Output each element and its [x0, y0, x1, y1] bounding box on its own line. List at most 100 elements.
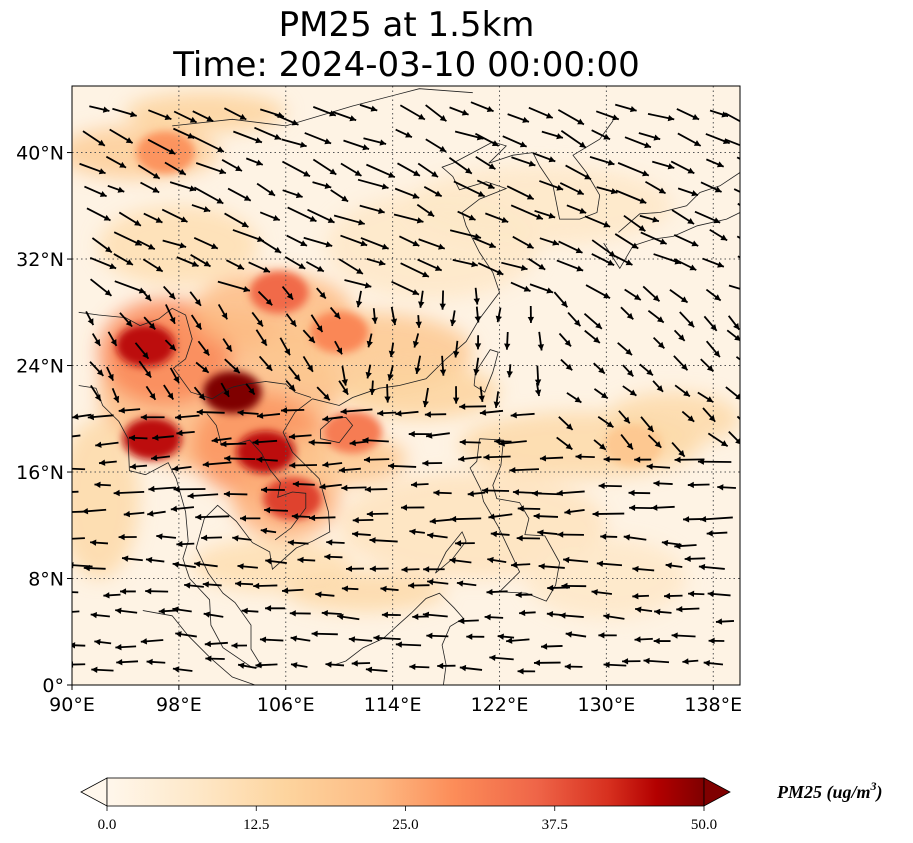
wind-arrowhead: [458, 617, 465, 625]
wind-arrowhead: [388, 462, 395, 470]
colorbar-extend-low: [80, 777, 108, 807]
coastline-segment: [333, 592, 465, 685]
coastline-segment: [78, 385, 331, 669]
wind-arrowhead: [349, 439, 356, 447]
map-frame: [71, 85, 741, 686]
wind-arrowhead: [400, 504, 407, 511]
wind-arrowhead: [307, 364, 313, 372]
wind-arrowhead: [561, 582, 568, 590]
wind-arrowhead: [413, 170, 420, 176]
wind-arrowhead: [667, 115, 675, 122]
wind-arrowhead: [634, 294, 641, 301]
wind-arrowhead: [534, 389, 542, 396]
wind-arrowhead: [603, 221, 611, 228]
haze-patch: [285, 571, 447, 612]
wind-arrowhead: [717, 261, 724, 268]
wind-arrowhead: [295, 192, 303, 199]
wind-arrowhead: [527, 316, 535, 323]
wind-arrowhead: [72, 562, 74, 569]
wind-arrowhead: [449, 557, 456, 564]
wind-arrowhead: [687, 167, 695, 174]
wind-arrowhead: [256, 456, 263, 463]
wind-arrowhead: [191, 260, 199, 267]
haze-patch: [125, 92, 286, 133]
wind-arrowhead: [539, 455, 547, 462]
wind-arrowhead: [626, 369, 634, 377]
wind-arrowhead: [237, 409, 244, 417]
wind-arrowhead: [380, 585, 387, 593]
wind-arrowhead: [144, 294, 152, 301]
wind-arrowhead: [700, 516, 707, 523]
wind-arrowhead: [607, 159, 615, 166]
pm25-hotspot: [236, 430, 296, 474]
wind-arrowhead: [145, 588, 152, 595]
wind-arrowhead: [498, 440, 505, 447]
wind-arrowhead: [681, 363, 688, 371]
wind-arrowhead: [495, 315, 502, 323]
wind-arrowhead: [253, 582, 260, 590]
wind-arrowhead: [352, 516, 359, 524]
wind-arrowhead: [205, 655, 212, 662]
wind-arrowhead: [639, 197, 647, 204]
wind-arrowhead: [291, 513, 298, 520]
wind-arrowhead: [742, 143, 749, 149]
wind-arrowhead: [408, 430, 415, 438]
wind-arrowhead: [603, 133, 611, 140]
wind-arrowhead: [395, 410, 402, 417]
wind-arrowhead: [129, 463, 137, 470]
map-timestamp: Time: 2024-03-10 00:00:00: [173, 45, 640, 85]
wind-arrowhead: [703, 659, 710, 667]
wind-arrowhead: [716, 161, 724, 168]
wind-arrowhead: [113, 489, 120, 497]
wind-arrowhead: [366, 340, 373, 348]
wind-arrowhead: [708, 637, 715, 645]
wind-arrowhead: [653, 134, 661, 141]
wind-arrowhead: [125, 137, 133, 144]
wind-arrowhead: [325, 241, 333, 248]
wind-arrowhead: [634, 636, 641, 643]
wind-arrowhead: [713, 350, 720, 358]
wind-arrowhead: [458, 455, 465, 463]
wind-arrowhead: [653, 480, 660, 487]
wind-arrowhead: [172, 666, 180, 673]
wind-arrowhead: [490, 530, 497, 538]
wind-arrowhead: [497, 633, 504, 640]
wind-arrowhead: [526, 193, 534, 200]
wind-arrowhead: [708, 415, 716, 422]
wind-arrowhead: [750, 242, 757, 248]
lon-tick-label: 122°E: [471, 694, 529, 716]
wind-arrowhead: [438, 243, 445, 250]
wind-arrowhead: [178, 168, 186, 175]
wind-arrowhead: [365, 371, 372, 379]
wind-arrowhead: [72, 642, 76, 649]
wind-arrowhead: [142, 352, 149, 359]
wind-arrowhead: [252, 438, 259, 446]
wind-arrowhead: [422, 611, 430, 618]
wind-arrowhead: [564, 663, 571, 670]
wind-arrowhead: [115, 607, 122, 615]
wind-arrowhead: [322, 415, 329, 422]
wind-arrowhead: [683, 516, 690, 523]
wind-arrowhead: [576, 188, 584, 195]
wind-arrowhead: [412, 613, 419, 620]
wind-arrowhead: [579, 207, 587, 214]
wind-arrowhead: [493, 401, 500, 408]
haze-patch: [339, 365, 500, 419]
wind-arrowhead: [156, 533, 163, 540]
wind-arrowhead: [211, 243, 218, 249]
wind-arrowhead: [298, 262, 306, 269]
wind-arrowhead: [752, 162, 759, 168]
wind-arrowhead: [565, 363, 573, 371]
wind-arrowhead: [158, 607, 165, 615]
wind-arrowhead: [744, 192, 751, 198]
wind-arrowhead: [574, 396, 582, 403]
wind-arrowhead: [290, 635, 298, 642]
wind-arrowhead: [237, 263, 245, 270]
wind-arrowhead: [477, 190, 485, 197]
wind-arrowhead: [116, 658, 123, 666]
wind-arrowhead: [371, 317, 378, 324]
wind-arrowhead: [556, 489, 563, 497]
wind-arrowhead: [148, 243, 155, 250]
lat-tick-label: 16°N: [16, 462, 64, 484]
wind-arrowhead: [311, 630, 318, 637]
